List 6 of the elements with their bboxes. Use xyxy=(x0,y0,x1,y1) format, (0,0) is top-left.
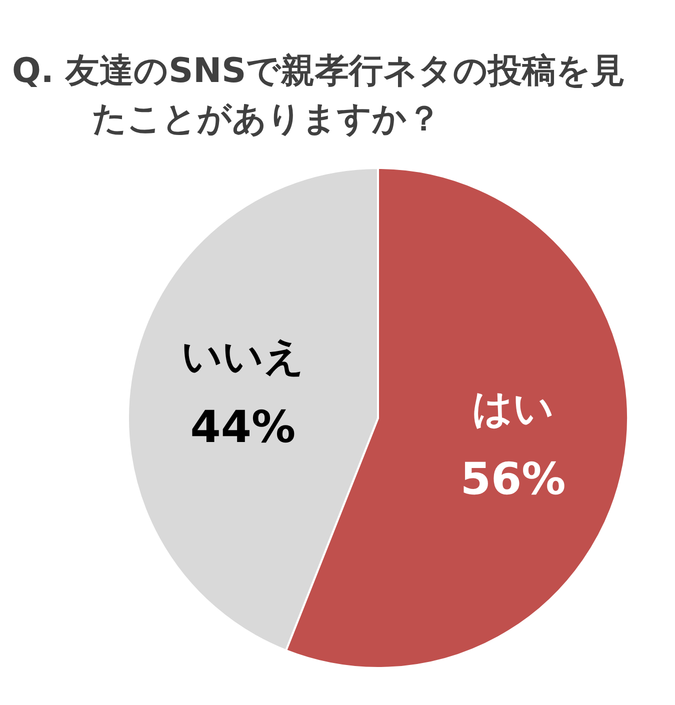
data-label: 44% xyxy=(190,402,296,454)
data-label: 56% xyxy=(460,454,566,505)
category-label: はい xyxy=(472,386,554,432)
category-label: いいえ xyxy=(181,334,304,380)
title: Q. 友達のSNSで親孝行ネタの投稿を見 xyxy=(12,51,626,91)
title: たことがありますか？ xyxy=(92,99,441,139)
